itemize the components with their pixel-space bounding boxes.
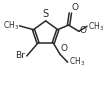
Text: O: O (60, 44, 68, 53)
Text: CH$_3$: CH$_3$ (88, 20, 104, 33)
Text: CH$_3$: CH$_3$ (3, 20, 19, 32)
Text: O: O (80, 26, 87, 35)
Text: Br: Br (16, 51, 25, 60)
Text: O: O (72, 3, 79, 12)
Text: S: S (43, 9, 49, 19)
Text: CH$_3$: CH$_3$ (69, 56, 85, 68)
